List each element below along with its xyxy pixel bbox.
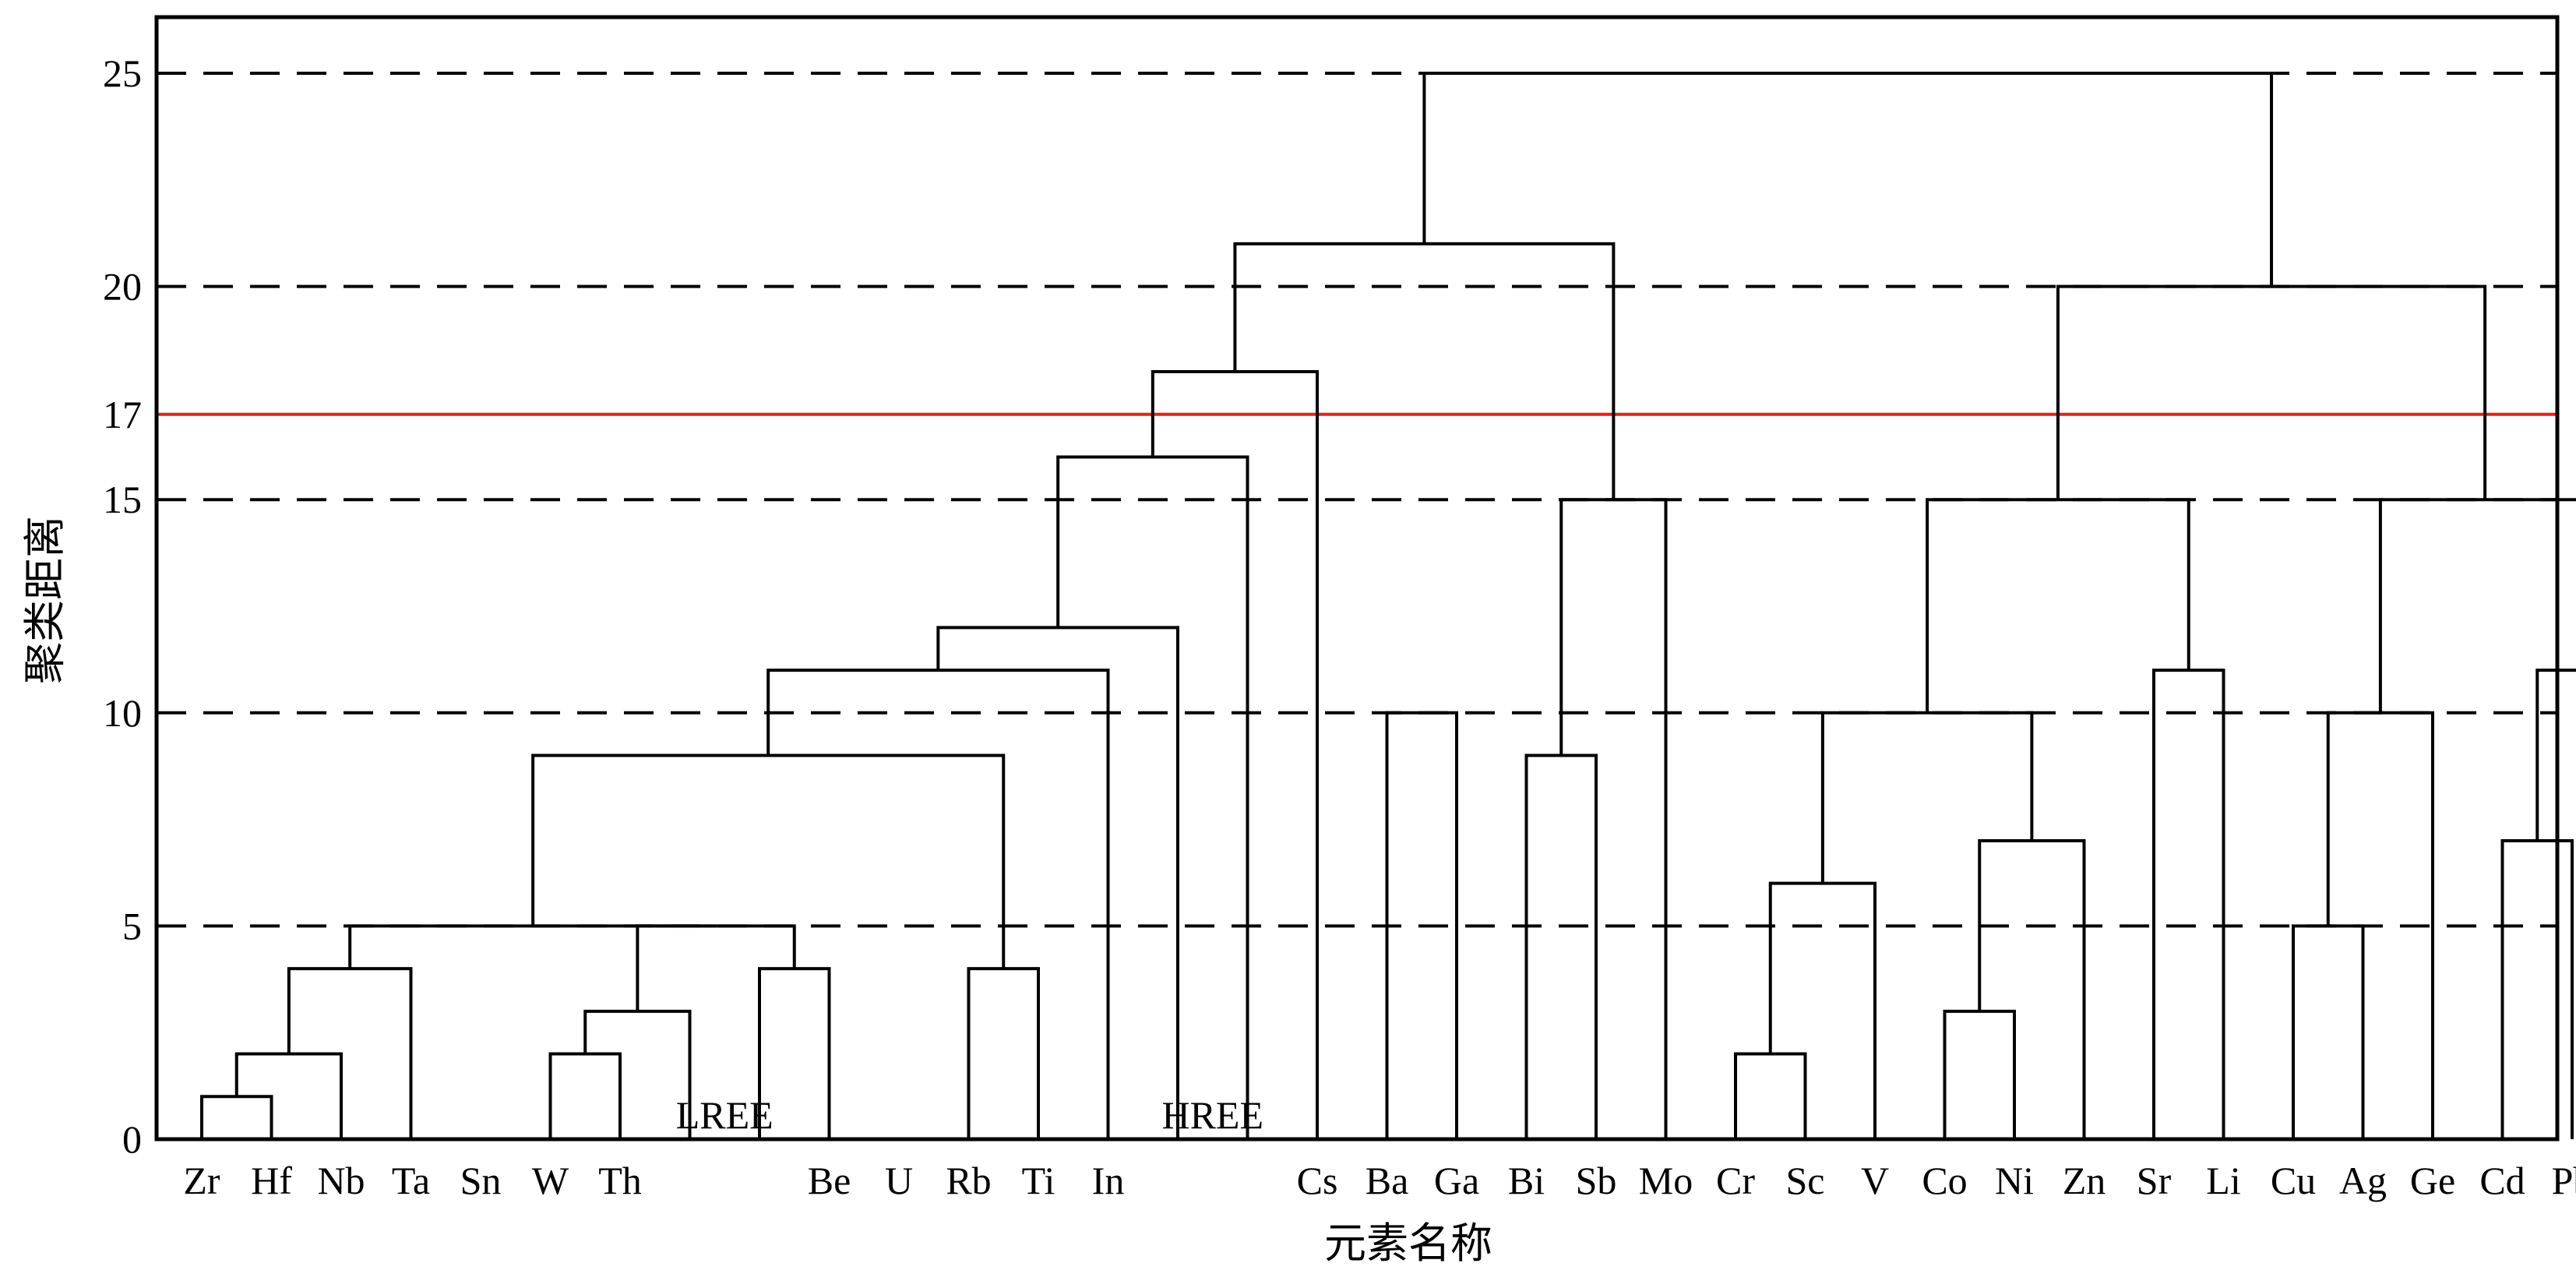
leaf-label: Mo <box>1639 1159 1693 1202</box>
y-tick-label: 10 <box>103 691 142 735</box>
leaf-label: Zn <box>2063 1159 2106 1202</box>
dendrogram-link <box>1559 498 1668 1139</box>
y-axis-title: 聚类距离 <box>20 516 69 684</box>
dendrogram-link <box>200 1095 273 1139</box>
dendrogram-link <box>1768 881 1876 1139</box>
y-tick-labels: 0 5 10 15 17 20 25 <box>103 51 142 1161</box>
leaf-labels: Zr Hf Nb Ta Sn W Th Be U Rb Ti In Cs Ba Ga Bi Sb Mo Cr Sc V C… <box>183 1159 2576 1202</box>
y-tick-label: 17 <box>103 393 142 436</box>
plot-frame <box>154 15 2560 1142</box>
leaf-label: Cr <box>1716 1159 1755 1202</box>
dendrogram-link <box>2056 284 2487 500</box>
leaf-label: Sb <box>1576 1159 1617 1202</box>
dendrogram-link <box>1056 455 1249 1139</box>
dendrogram-link <box>1926 498 2190 713</box>
leaf-label: Ti <box>1022 1159 1055 1202</box>
dendrogram-link <box>531 753 1006 969</box>
group-labels: LREE HREE <box>676 1093 1263 1137</box>
leaf-label: Cs <box>1297 1159 1338 1202</box>
leaf-label: Ge <box>2410 1159 2455 1202</box>
group-label: LREE <box>676 1093 774 1137</box>
grid-lines <box>157 72 2557 928</box>
leaf-label: Cd <box>2479 1159 2525 1202</box>
dendrogram-link <box>967 967 1040 1139</box>
dendrogram-link <box>2292 924 2365 1139</box>
dendrogram-link <box>2535 669 2576 841</box>
leaf-label: Ag <box>2339 1159 2387 1202</box>
dendrogram-tree <box>200 72 2576 1139</box>
leaf-label: Be <box>808 1159 851 1202</box>
dendrogram-link <box>1422 72 2274 287</box>
leaf-label: In <box>1092 1159 1125 1202</box>
dendrogram-link <box>1978 838 2086 1139</box>
leaf-label: Zr <box>183 1159 220 1202</box>
dendrogram-link <box>548 1052 622 1139</box>
y-tick-label: 0 <box>122 1117 142 1161</box>
dendrogram-link <box>583 1009 692 1139</box>
leaf-label: Ga <box>1434 1159 1479 1202</box>
group-label: HREE <box>1161 1093 1263 1137</box>
dendrogram-link <box>766 669 1110 1139</box>
dendrogram-link <box>348 924 717 969</box>
dendrogram-link <box>1385 711 1458 1139</box>
leaf-label: Th <box>598 1159 642 1202</box>
leaf-label: Co <box>1922 1159 1967 1202</box>
leaf-label: Cu <box>2271 1159 2316 1202</box>
leaf-label: Nb <box>317 1159 365 1202</box>
dendrogram-link <box>1734 1052 1807 1139</box>
dendrogram-link <box>2500 838 2574 1139</box>
y-tick-label: 15 <box>103 478 142 521</box>
leaf-label: Li <box>2206 1159 2240 1202</box>
y-tick-label: 20 <box>103 265 142 309</box>
dendrogram-link <box>1524 753 1598 1139</box>
leaf-label: Ta <box>392 1159 430 1202</box>
dendrogram-link <box>1820 711 2034 884</box>
leaf-label: Sr <box>2137 1159 2172 1202</box>
dendrogram-link <box>2152 669 2225 1139</box>
leaf-label: V <box>1861 1159 1889 1202</box>
dendrogram-link <box>2378 498 2576 713</box>
leaf-label: Ba <box>1366 1159 1409 1202</box>
dendrogram-link <box>936 626 1179 1139</box>
leaf-label: Sn <box>460 1159 502 1202</box>
x-axis-title: 元素名称 <box>1324 1219 1492 1268</box>
y-tick-label: 25 <box>103 51 142 95</box>
dendrogram-link <box>1943 1009 2016 1139</box>
leaf-label: Pb <box>2552 1159 2576 1202</box>
leaf-label: Ni <box>1995 1159 2034 1202</box>
leaf-label: Rb <box>946 1159 991 1202</box>
leaf-label: Bi <box>1508 1159 1545 1202</box>
leaf-label: Hf <box>251 1159 292 1202</box>
leaf-label: U <box>885 1159 913 1202</box>
leaf-label: Sc <box>1786 1159 1825 1202</box>
leaf-label: W <box>532 1159 569 1202</box>
y-tick-label: 5 <box>122 904 142 948</box>
